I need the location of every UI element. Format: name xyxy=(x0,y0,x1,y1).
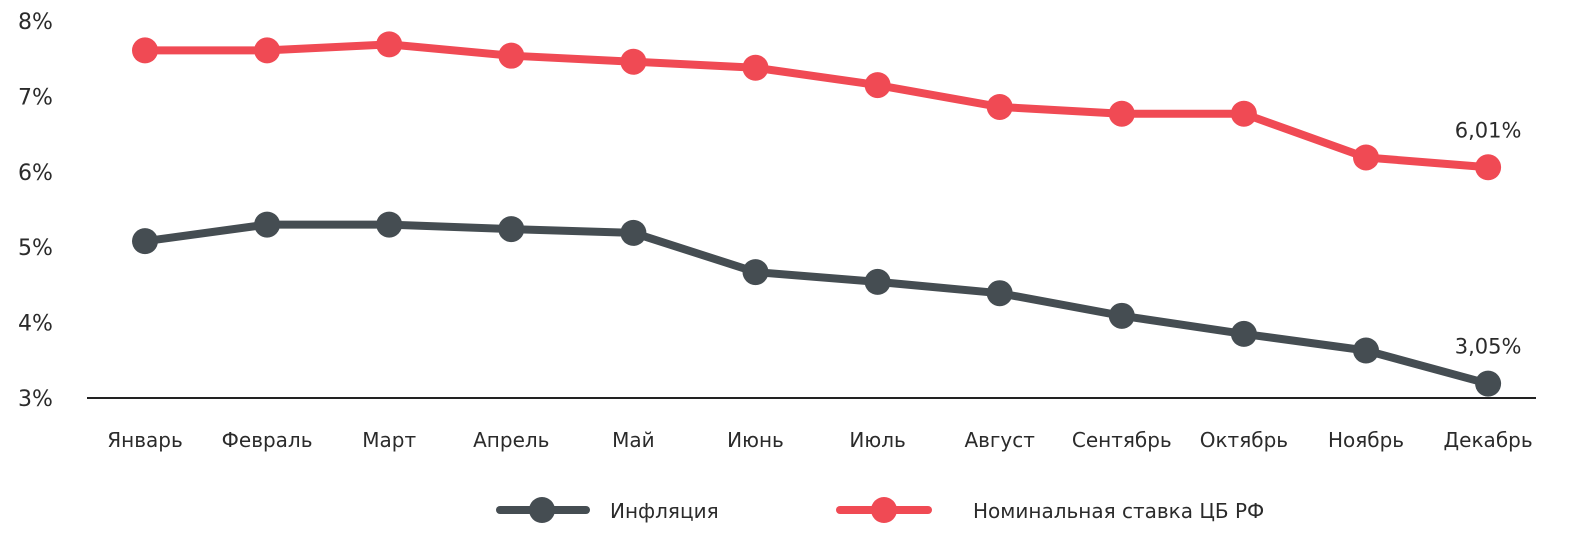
x-tick-label: Июнь xyxy=(727,428,784,452)
axis-layer: 3% 4% 5% 6% 7% 8% Январь Февраль Март Апрель Май Ию… xyxy=(18,10,1536,452)
data-point xyxy=(864,72,891,99)
y-tick-label: 5% xyxy=(18,236,53,261)
y-tick-label: 6% xyxy=(18,161,53,186)
x-tick-label: Декабрь xyxy=(1444,428,1533,452)
series-0 xyxy=(132,211,1502,397)
data-point xyxy=(1108,100,1135,127)
data-point xyxy=(620,219,647,246)
data-label: 3,05% xyxy=(1455,335,1522,359)
data-point xyxy=(742,259,769,286)
data-point xyxy=(1475,154,1502,181)
series-1 xyxy=(132,31,1502,181)
x-tick-label: Май xyxy=(612,428,655,452)
data-point xyxy=(132,228,158,255)
data-point xyxy=(132,37,158,64)
legend-item: Инфляция xyxy=(496,497,719,523)
legend-label: Инфляция xyxy=(610,499,719,523)
data-point xyxy=(620,48,647,75)
x-tick-label: Ноябрь xyxy=(1328,428,1404,452)
data-point xyxy=(864,268,891,295)
data-point xyxy=(254,37,281,64)
legend-swatch-marker xyxy=(871,497,897,523)
x-tick-label: Март xyxy=(362,428,416,452)
y-tick-label: 4% xyxy=(18,312,53,337)
data-point xyxy=(986,280,1013,307)
y-tick-label: 8% xyxy=(18,10,53,35)
y-tick-label: 3% xyxy=(18,387,53,412)
series-line xyxy=(141,220,1493,388)
data-point xyxy=(376,31,403,58)
data-point xyxy=(1353,337,1379,364)
data-point xyxy=(1230,100,1257,127)
data-point xyxy=(254,211,281,238)
data-point xyxy=(986,93,1013,120)
x-tick-label: Январь xyxy=(107,428,183,452)
x-tick-label: Апрель xyxy=(473,428,549,452)
x-tick-label: Октябрь xyxy=(1200,428,1288,452)
legend-swatch-marker xyxy=(529,497,555,523)
data-point xyxy=(742,54,769,81)
legend-label: Номинальная ставка ЦБ РФ xyxy=(973,499,1264,523)
data-point xyxy=(1353,144,1379,171)
data-point xyxy=(1475,370,1502,397)
legend: Инфляция Номинальная ставка ЦБ РФ xyxy=(496,497,1264,523)
data-point xyxy=(498,216,525,243)
series-line xyxy=(141,40,1493,172)
label-layer: 3,05% 6,01% xyxy=(1455,118,1522,358)
legend-item: Номинальная ставка ЦБ РФ xyxy=(836,497,1264,523)
data-point xyxy=(1108,302,1135,329)
series-layer xyxy=(132,31,1502,397)
data-point xyxy=(376,211,403,238)
x-tick-label: Август xyxy=(964,428,1035,452)
x-tick-label: Февраль xyxy=(222,428,313,452)
data-point xyxy=(498,42,525,69)
x-tick-label: Сентябрь xyxy=(1072,428,1172,452)
x-tick-label: Июль xyxy=(849,428,905,452)
data-point xyxy=(1230,320,1257,347)
data-label: 6,01% xyxy=(1455,118,1522,142)
y-tick-label: 7% xyxy=(18,85,53,110)
